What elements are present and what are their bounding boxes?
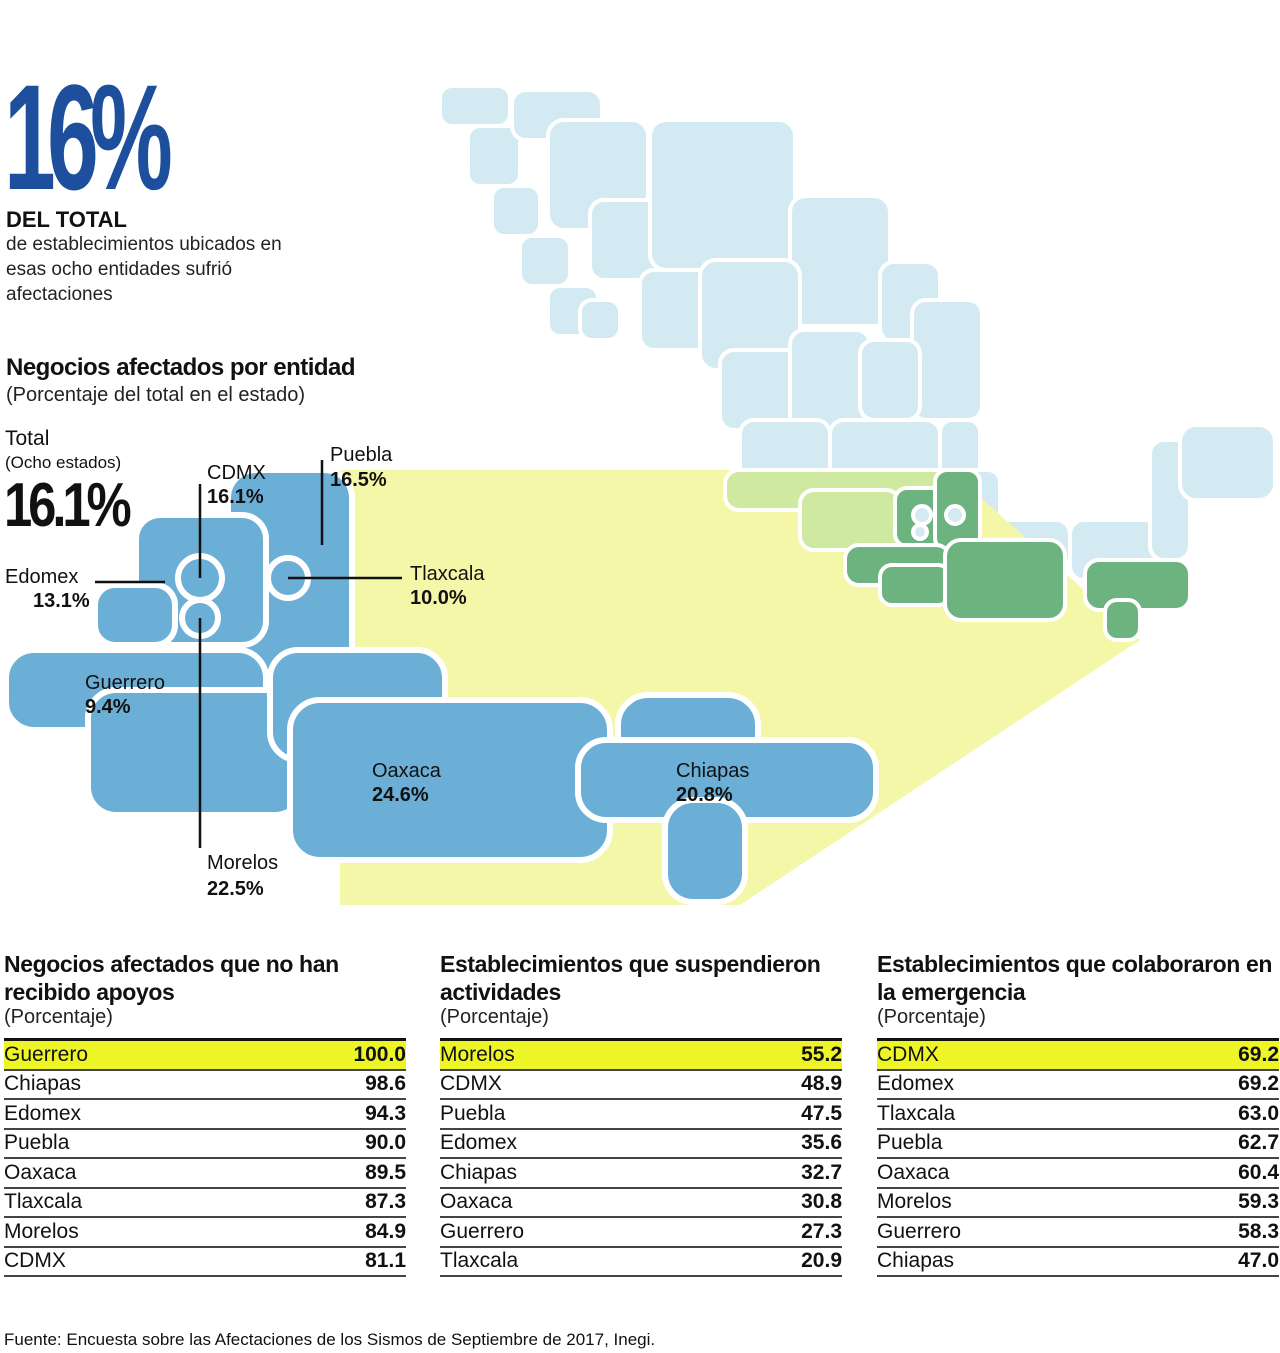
label-morelos: Morelos [207, 852, 278, 874]
table-row: Chiapas 47.0 [877, 1248, 1279, 1277]
label-cdmx: CDMX [207, 462, 266, 484]
table-row: Puebla 47.5 [440, 1100, 842, 1130]
table-row: Guerrero 100.0 [4, 1041, 406, 1071]
table-row: Morelos 59.3 [877, 1189, 1279, 1218]
table-row: Oaxaca 60.4 [877, 1159, 1279, 1189]
table-row: Chiapas 98.6 [4, 1071, 406, 1100]
table-row: CDMX 81.1 [4, 1248, 406, 1277]
table-row: CDMX 69.2 [877, 1041, 1279, 1071]
table-row: Puebla 62.7 [877, 1130, 1279, 1159]
leader-lines [95, 460, 402, 848]
state-edomex-lower [92, 582, 178, 648]
source-note: Fuente: Encuesta sobre las Afectaciones … [4, 1330, 656, 1349]
label-tlaxcala: Tlaxcala [410, 563, 485, 585]
table-title: Establecimientos que suspendieron activi… [440, 951, 821, 1005]
value-edomex: 13.1% [33, 590, 90, 612]
table-row: Guerrero 58.3 [877, 1218, 1279, 1248]
total-value: 16.1% [4, 471, 132, 540]
value-chiapas: 20.8% [676, 784, 733, 806]
table-row: Morelos 84.9 [4, 1218, 406, 1248]
value-tlaxcala: 10.0% [410, 587, 467, 609]
table-row: Edomex 69.2 [877, 1071, 1279, 1100]
value-puebla: 16.5% [330, 469, 387, 491]
table-collaborated: Establecimientos que colaboraron en la e… [877, 950, 1279, 1277]
label-edomex: Edomex [5, 566, 78, 588]
state-oaxaca-lower [287, 697, 613, 863]
total-sub: (Ocho estados) [5, 453, 122, 472]
table-row: Guerrero 27.3 [440, 1218, 842, 1248]
table-title: Negocios afectados que no han recibido a… [4, 951, 339, 1005]
total-label: Total [5, 427, 50, 450]
table-row: Tlaxcala 63.0 [877, 1100, 1279, 1130]
state-chiapas-tail [662, 797, 748, 905]
label-guerrero: Guerrero [85, 672, 165, 694]
table-row: Oaxaca 30.8 [440, 1189, 842, 1218]
map-graphic: Puebla 16.5% CDMX 16.1% Edomex 13.1% Tla… [3, 84, 1277, 905]
label-chiapas: Chiapas [676, 760, 749, 782]
map-title: Negocios afectados por entidad [6, 354, 356, 381]
headline-stat: 16% [4, 53, 173, 221]
table-row: Tlaxcala 20.9 [440, 1248, 842, 1277]
table-row: Edomex 94.3 [4, 1100, 406, 1130]
table-subtitle: (Porcentaje) [440, 1006, 549, 1028]
value-morelos: 22.5% [207, 878, 264, 900]
affected-region [723, 468, 1192, 642]
table-suspended: Establecimientos que suspendieron activi… [440, 950, 842, 1277]
value-guerrero: 9.4% [85, 696, 131, 718]
label-oaxaca: Oaxaca [372, 760, 442, 782]
table-no-support: Negocios afectados que no han recibido a… [4, 950, 406, 1277]
table-row: CDMX 48.9 [440, 1071, 842, 1100]
value-oaxaca: 24.6% [372, 784, 429, 806]
headline-bold: DEL TOTAL [6, 207, 127, 232]
headline-text: de establecimientos ubicados en esas och… [6, 234, 282, 305]
table-row: Tlaxcala 87.3 [4, 1189, 406, 1218]
map-subtitle: (Porcentaje del total en el estado) [6, 384, 306, 406]
table-row: Puebla 90.0 [4, 1130, 406, 1159]
table-row: Oaxaca 89.5 [4, 1159, 406, 1189]
table-subtitle: (Porcentaje) [4, 1006, 113, 1028]
table-title: Establecimientos que colaboraron en la e… [877, 951, 1272, 1005]
value-cdmx: 16.1% [207, 486, 264, 508]
table-row: Edomex 35.6 [440, 1130, 842, 1159]
label-puebla: Puebla [330, 444, 393, 466]
table-subtitle: (Porcentaje) [877, 1006, 986, 1028]
table-row: Morelos 55.2 [440, 1041, 842, 1071]
table-row: Chiapas 32.7 [440, 1159, 842, 1189]
